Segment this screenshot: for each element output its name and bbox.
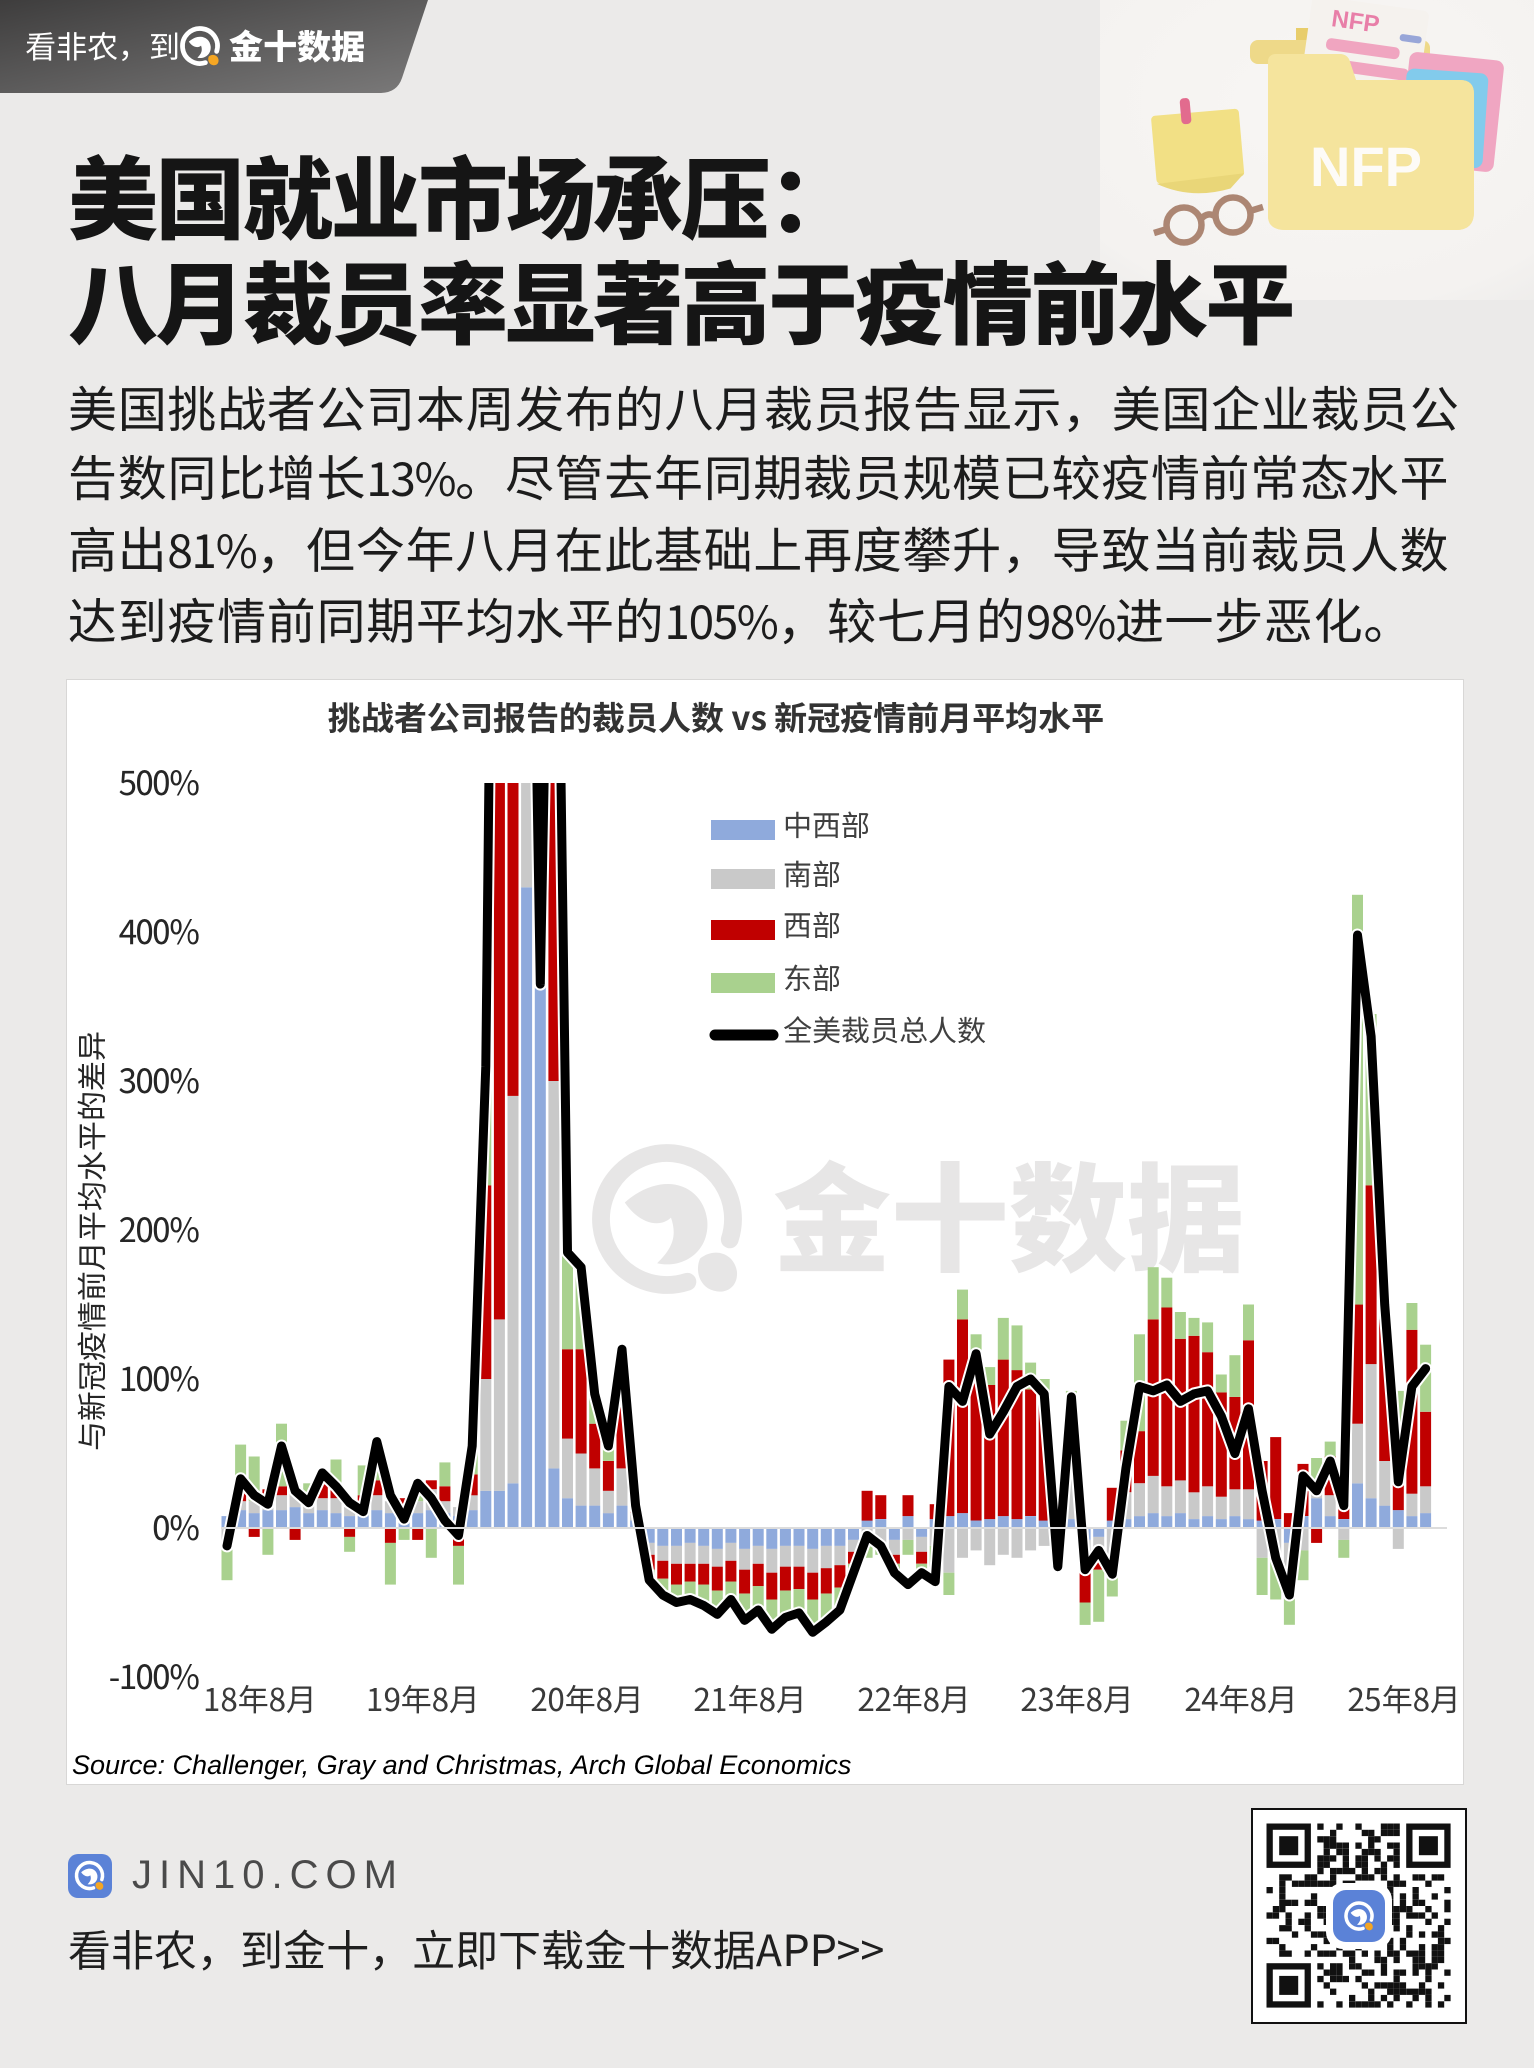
svg-text:Source: Challenger, Gray and C: Source: Challenger, Gray and Christmas, … <box>72 1750 851 1780</box>
svg-text:400%: 400% <box>119 906 198 954</box>
svg-text:NFP: NFP <box>1310 135 1422 198</box>
svg-text:200%: 200% <box>119 1204 198 1252</box>
svg-text:23年8月: 23年8月 <box>1020 1675 1134 1720</box>
svg-text:西部: 西部 <box>783 903 841 945</box>
svg-text:看非农，到: 看非农，到 <box>25 22 180 67</box>
svg-text:24年8月: 24年8月 <box>1184 1675 1298 1720</box>
svg-text:500%: 500% <box>119 757 198 805</box>
svg-text:挑战者公司报告的裁员人数 vs 新冠疫情前月平均水平: 挑战者公司报告的裁员人数 vs 新冠疫情前月平均水平 <box>328 692 1104 740</box>
svg-text:与新冠疫情前月平均水平的差异: 与新冠疫情前月平均水平的差异 <box>68 1031 112 1451</box>
svg-text:21年8月: 21年8月 <box>693 1675 807 1720</box>
svg-text:20年8月: 20年8月 <box>530 1675 644 1720</box>
svg-text:18年8月: 18年8月 <box>203 1675 317 1720</box>
svg-text:金十数据: 金十数据 <box>773 1125 1245 1296</box>
svg-text:22年8月: 22年8月 <box>857 1675 971 1720</box>
svg-text:100%: 100% <box>119 1353 198 1401</box>
svg-text:金十数据: 金十数据 <box>229 20 365 69</box>
svg-text:东部: 东部 <box>783 956 841 998</box>
svg-text:中西部: 中西部 <box>783 803 870 845</box>
svg-text:0%: 0% <box>152 1502 198 1550</box>
svg-text:300%: 300% <box>119 1055 198 1103</box>
svg-text:-100%: -100% <box>109 1651 198 1699</box>
svg-text:全美裁员总人数: 全美裁员总人数 <box>783 1008 986 1050</box>
svg-text:南部: 南部 <box>783 852 841 894</box>
svg-text:25年8月: 25年8月 <box>1347 1675 1461 1720</box>
svg-text:NFP: NFP <box>1330 5 1381 38</box>
svg-text:19年8月: 19年8月 <box>366 1675 480 1720</box>
